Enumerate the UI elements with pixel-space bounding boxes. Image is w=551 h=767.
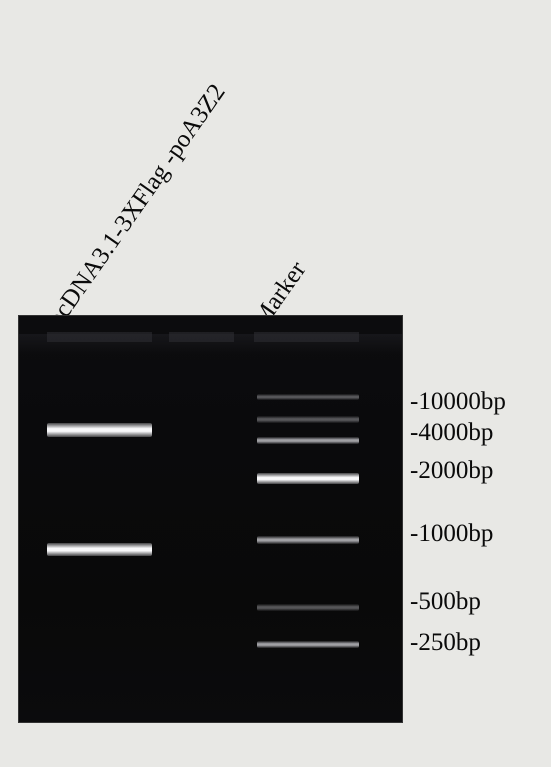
size-marker-label: -250bp	[410, 629, 481, 657]
gel-band	[257, 437, 359, 444]
well-lane-marker	[254, 332, 359, 342]
gel-band	[47, 423, 152, 437]
size-marker-label: -1000bp	[410, 520, 493, 548]
size-marker-label: -500bp	[410, 588, 481, 616]
gel-band	[257, 473, 359, 484]
size-marker-label: -2000bp	[410, 457, 493, 485]
well-lane-empty	[169, 332, 234, 342]
gel-band	[257, 641, 359, 648]
lane-labels-container: pcDNA3.1-3XFlag -poA3Z2 Marker	[0, 0, 551, 320]
size-labels-container: -10000bp -4000bp -2000bp -1000bp -500bp -250b…	[410, 315, 545, 723]
gel-image	[18, 315, 403, 723]
gel-band	[47, 543, 152, 556]
lane-label-sample: pcDNA3.1-3XFlag -poA3Z2	[42, 79, 231, 333]
size-marker-label: -4000bp	[410, 419, 493, 447]
size-marker-label: -10000bp	[410, 388, 506, 416]
gel-band	[257, 394, 359, 400]
gel-band	[257, 536, 359, 544]
gel-band	[257, 604, 359, 611]
well-lane1	[47, 332, 152, 342]
gel-band	[257, 416, 359, 423]
